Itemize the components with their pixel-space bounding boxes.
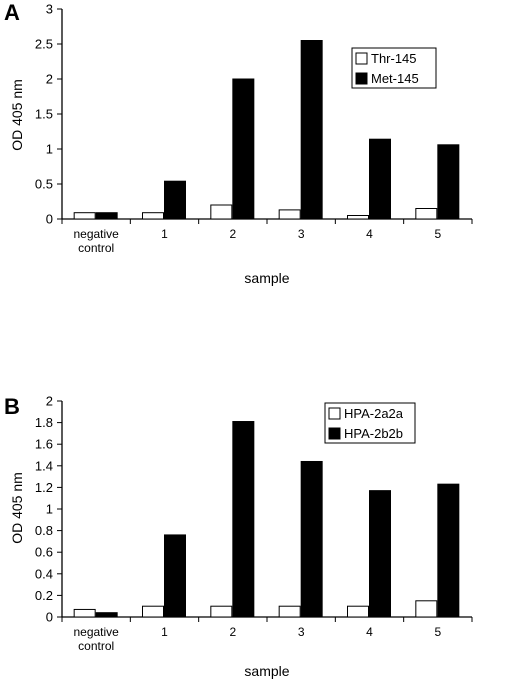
legend-label-a: Met-145 — [371, 71, 419, 86]
y-tick-label-b: 0.8 — [35, 523, 53, 538]
y-tick-label-b: 0.6 — [35, 545, 53, 560]
chart-panel-b: B OD 405 nm sample 0 0.2 0.4 0.6 0.8 1 1.2 1.4 1… — [4, 394, 473, 679]
bar-met-145-a — [232, 78, 255, 220]
x-axis-title-a: sample — [244, 270, 289, 286]
y-tick-label-a: 0 — [46, 212, 53, 227]
chart-panel-a: A OD 405 nm sample 0 0.5 1 1.5 2 2.5 3 negative… — [4, 0, 473, 286]
bar-met-145-a — [437, 144, 460, 220]
bar-hpa-2a2a-b — [278, 605, 301, 618]
legend-label-a: Thr-145 — [371, 51, 417, 66]
y-axis-title-b: OD 405 nm — [9, 472, 25, 544]
y-tick-label-a: 3 — [46, 2, 53, 17]
legend-label-b: HPA-2b2b — [344, 426, 403, 441]
x-tick-label-a: 1 — [161, 227, 168, 241]
bar-thr-145-a — [73, 212, 96, 220]
x-tick-label-b: 4 — [366, 625, 373, 639]
y-tick-label-a: 2.5 — [35, 37, 53, 52]
bar-hpa-2a2a-b — [210, 605, 233, 618]
y-tick-label-b: 0.4 — [35, 566, 53, 581]
y-tick-label-a: 2 — [46, 72, 53, 87]
y-tick-label-b: 1.6 — [35, 437, 53, 452]
x-axis-title-b: sample — [244, 663, 289, 679]
x-tick-label-b: 3 — [298, 625, 305, 639]
x-tick-label-a: 3 — [298, 227, 305, 241]
bar-hpa-2b2b-b — [232, 421, 255, 618]
x-tick-label-b: 2 — [229, 625, 236, 639]
legend-label-b: HPA-2a2a — [344, 406, 404, 421]
legend-swatch-a — [355, 52, 368, 65]
y-tick-label-b: 1 — [46, 502, 53, 517]
legend-swatch-b — [328, 427, 341, 440]
y-tick-label-a: 1 — [46, 142, 53, 157]
y-tick-label-b: 1.4 — [35, 458, 53, 473]
y-tick-label-a: 1.5 — [35, 107, 53, 122]
panel-letter-a: A — [4, 0, 20, 25]
bar-thr-145-a — [278, 209, 301, 220]
bar-thr-145-a — [142, 212, 164, 220]
y-tick-label-b: 2 — [46, 394, 53, 409]
legend-swatch-a — [355, 72, 368, 85]
y-tick-label-b: 0 — [46, 610, 53, 625]
bar-met-145-a — [164, 180, 186, 220]
bar-thr-145-a — [347, 215, 369, 220]
y-tick-label-b: 0.2 — [35, 588, 53, 603]
y-axis-title-a: OD 405 nm — [9, 79, 25, 151]
x-tick-label-a: negative control — [73, 227, 119, 255]
x-tick-label-a: 4 — [366, 227, 373, 241]
panel-letter-b: B — [4, 394, 20, 419]
x-tick-label-a: 5 — [434, 227, 441, 241]
x-tick-label-b: 1 — [161, 625, 168, 639]
bar-hpa-2a2a-b — [73, 608, 96, 618]
x-tick-label-a: 2 — [229, 227, 236, 241]
y-tick-label-b: 1.8 — [35, 415, 53, 430]
x-tick-label-b: 5 — [434, 625, 441, 639]
bar-met-145-a — [369, 138, 391, 220]
y-tick-label-b: 1.2 — [35, 480, 53, 495]
bar-met-145-a — [300, 40, 323, 220]
bar-hpa-2b2b-b — [369, 490, 391, 618]
bar-met-145-a — [95, 212, 118, 220]
bar-hpa-2a2a-b — [347, 605, 369, 618]
bar-thr-145-a — [210, 204, 233, 220]
bar-hpa-2b2b-b — [95, 612, 118, 618]
bar-thr-145-a — [415, 208, 438, 220]
bar-hpa-2b2b-b — [300, 460, 323, 618]
bar-hpa-2a2a-b — [142, 605, 164, 618]
bar-hpa-2a2a-b — [415, 600, 438, 618]
bar-hpa-2b2b-b — [437, 483, 460, 618]
legend-swatch-b — [328, 407, 341, 420]
y-tick-label-a: 0.5 — [35, 177, 53, 192]
x-tick-label-b: negative control — [73, 625, 119, 653]
bar-hpa-2b2b-b — [164, 534, 186, 618]
